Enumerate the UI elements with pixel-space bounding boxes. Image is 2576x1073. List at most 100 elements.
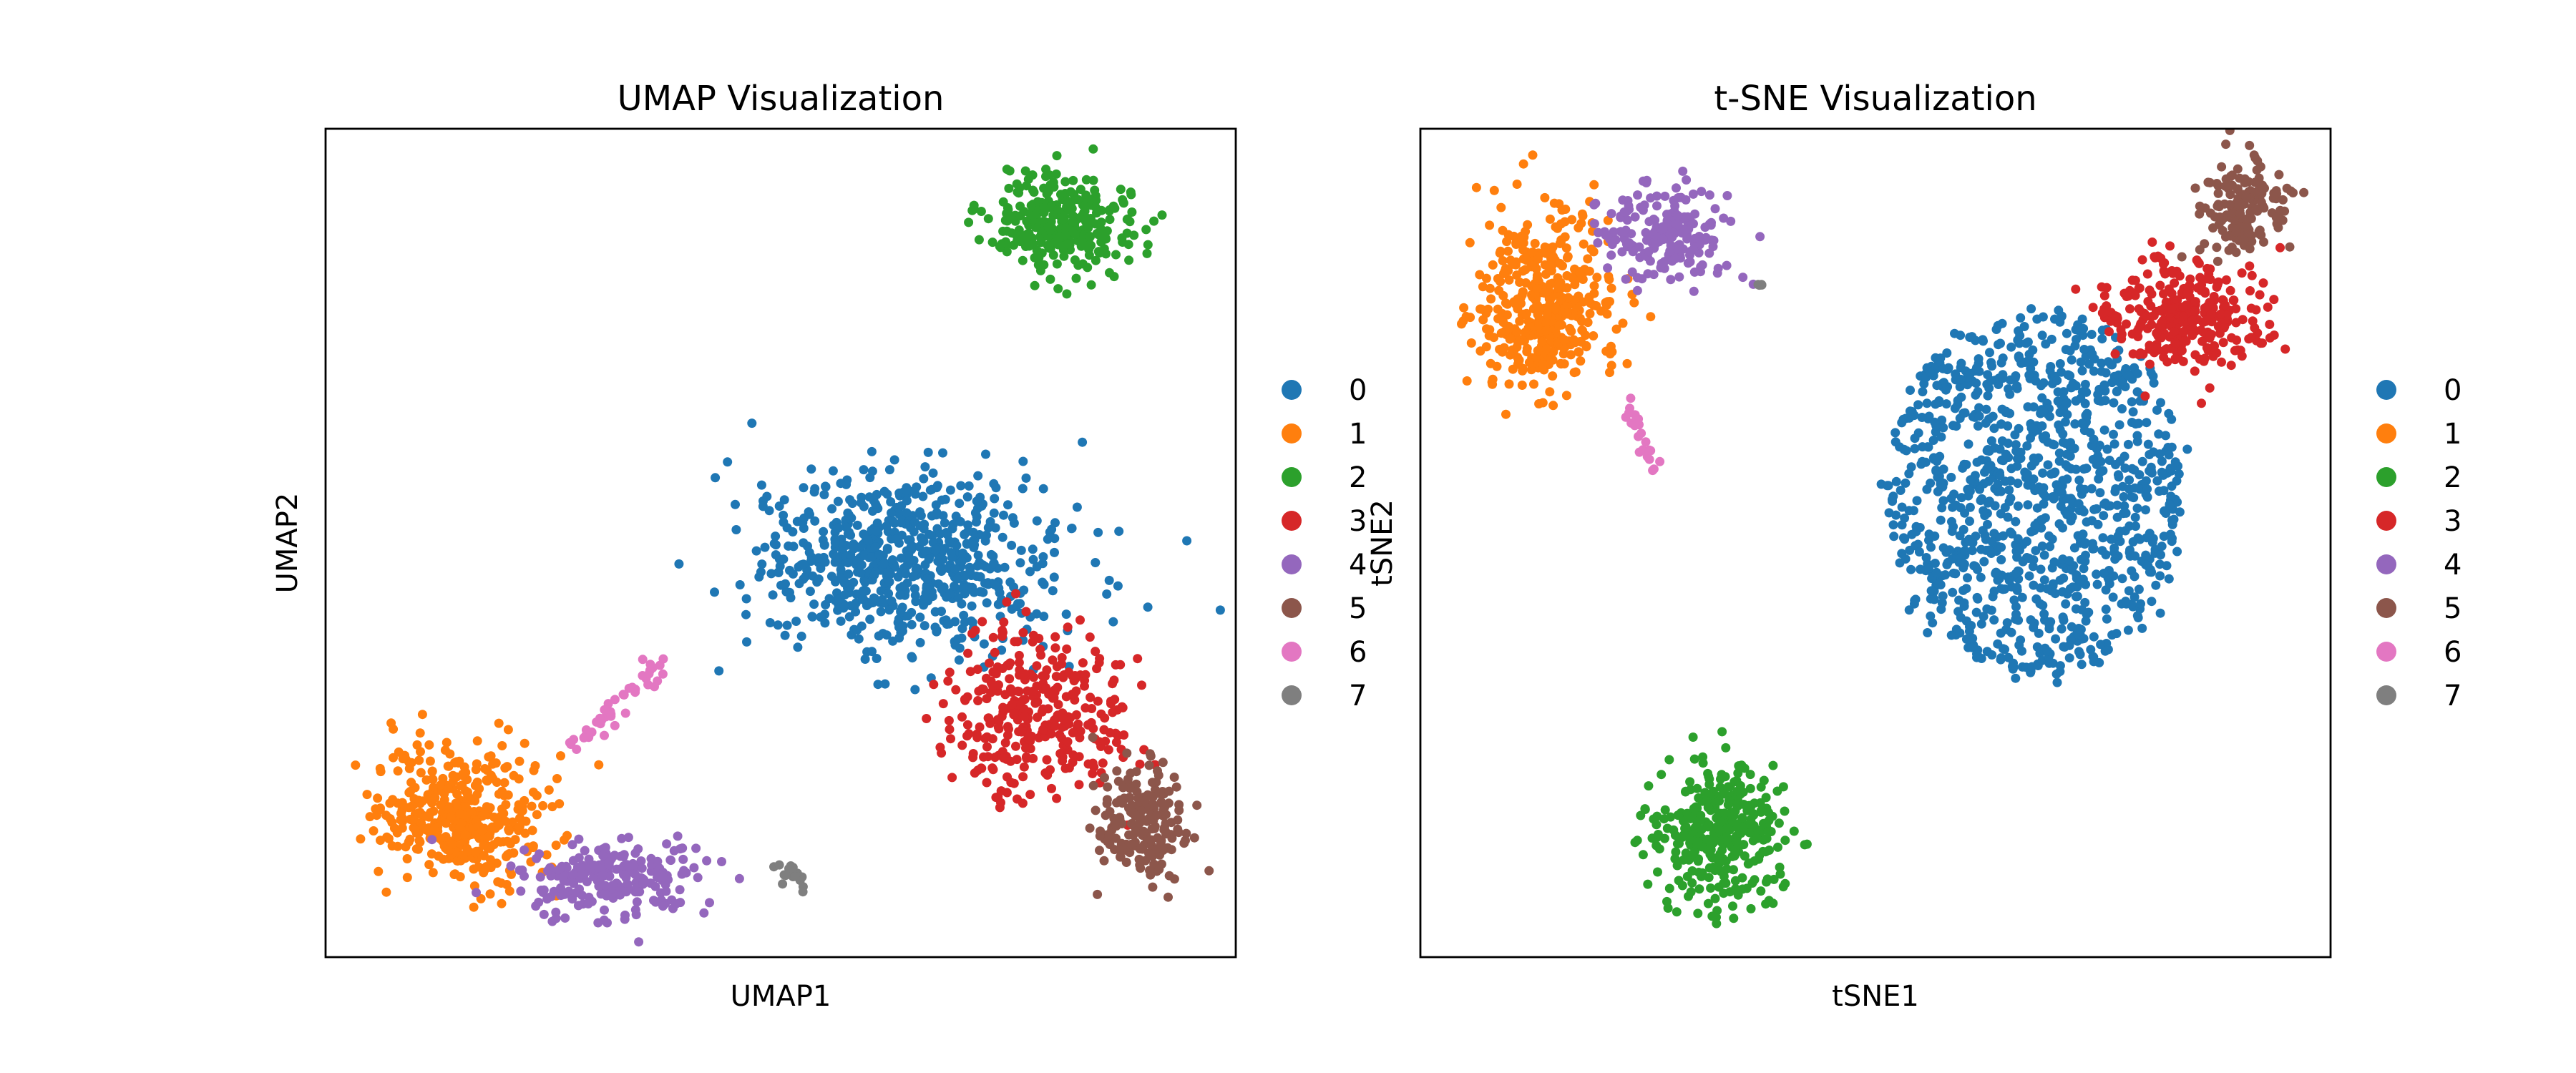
data-point (412, 740, 422, 750)
data-point (2013, 534, 2023, 544)
data-point (2182, 288, 2192, 298)
data-point (2067, 381, 2077, 391)
data-point (1042, 755, 1052, 765)
data-point (1518, 245, 1528, 255)
data-point (980, 578, 990, 588)
data-point (1114, 845, 1124, 855)
data-point (2245, 286, 2255, 295)
data-point (2231, 248, 2241, 258)
data-point (702, 856, 712, 866)
data-point (2167, 515, 2177, 525)
data-point (1047, 783, 1056, 793)
data-point (879, 598, 889, 608)
data-point (1949, 489, 1959, 499)
data-point (2064, 653, 2074, 663)
data-point (436, 800, 446, 810)
data-point (1540, 288, 1550, 298)
data-point (2038, 312, 2048, 322)
data-point (1189, 833, 1199, 843)
data-point (2067, 622, 2077, 632)
data-point (950, 564, 960, 574)
data-point (1976, 496, 1986, 506)
data-point (2146, 465, 2156, 475)
data-point (638, 655, 648, 665)
data-point (889, 527, 899, 537)
data-point (602, 918, 612, 928)
data-point (1091, 805, 1101, 815)
data-point (1966, 368, 1976, 378)
data-point (1020, 712, 1030, 722)
data-point (1493, 304, 1503, 314)
data-point (2142, 311, 2152, 321)
data-point (1006, 213, 1016, 223)
data-point (2226, 361, 2236, 371)
data-point (1775, 862, 1785, 872)
data-point (2104, 327, 2114, 337)
data-point (507, 817, 517, 827)
data-point (1076, 241, 1086, 251)
data-point (1033, 712, 1043, 722)
data-point (2200, 353, 2210, 363)
data-point (568, 870, 578, 880)
data-point (2122, 292, 2132, 301)
data-point (1061, 609, 1071, 619)
data-point (2109, 398, 2119, 408)
data-point (1991, 325, 2001, 334)
data-point (2166, 491, 2176, 501)
data-point (1983, 498, 1993, 508)
data-point (2099, 569, 2109, 578)
data-point (2058, 587, 2067, 597)
data-point (1109, 675, 1119, 685)
data-point (1700, 222, 1710, 232)
data-point (2161, 431, 2170, 441)
data-point (2109, 571, 2119, 581)
data-point (2155, 280, 2165, 290)
data-point (1070, 671, 1080, 680)
data-point (2003, 438, 2013, 449)
data-point (927, 592, 937, 602)
data-point (2062, 398, 2072, 408)
legend-label: 7 (1349, 680, 1367, 712)
data-point (952, 574, 962, 584)
data-point (2003, 512, 2013, 522)
data-point (675, 885, 685, 895)
data-point (2006, 342, 2016, 352)
data-point (898, 582, 908, 592)
data-point (2041, 431, 2051, 441)
data-point (1972, 650, 1982, 660)
data-point (2147, 320, 2157, 330)
data-point (2072, 335, 2081, 344)
data-point (2062, 410, 2072, 420)
data-point (2046, 362, 2056, 371)
data-point (1750, 856, 1760, 866)
data-point (2145, 359, 2155, 369)
data-point (1617, 247, 1627, 257)
data-point (1630, 410, 1640, 420)
data-point (1729, 913, 1739, 923)
data-point (1101, 736, 1111, 746)
data-point (669, 846, 679, 856)
data-point (764, 506, 774, 516)
data-point (461, 802, 470, 812)
data-point (1021, 607, 1031, 617)
data-point (1997, 318, 2007, 328)
data-point (1673, 193, 1683, 202)
data-point (1989, 423, 1999, 433)
data-point (314, 850, 323, 859)
data-point (1973, 387, 1983, 396)
data-point (757, 559, 767, 569)
data-point (1028, 687, 1038, 696)
data-point (427, 835, 437, 845)
data-point (1483, 304, 1493, 314)
data-point (2215, 328, 2225, 338)
data-point (1941, 385, 1951, 395)
data-point (987, 734, 997, 744)
data-point (1641, 437, 1651, 447)
data-point (731, 499, 740, 509)
data-point (458, 850, 468, 860)
data-point (994, 724, 1004, 734)
data-point (1912, 496, 1922, 506)
data-point (1475, 270, 1485, 280)
data-point (2263, 302, 2273, 312)
